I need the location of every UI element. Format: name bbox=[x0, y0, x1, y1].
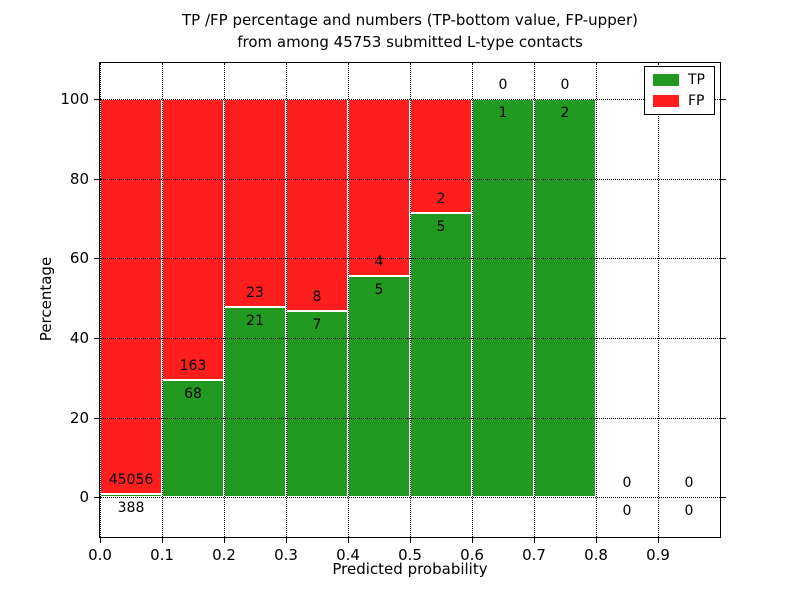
x-tick bbox=[224, 537, 225, 543]
bar-count-label-fp: 0 bbox=[498, 76, 508, 93]
legend-label: FP bbox=[688, 93, 705, 109]
y-tick-label: 100 bbox=[60, 89, 89, 108]
bar-count-label-fp: 0 bbox=[560, 76, 570, 93]
bar-count-label-tp: 5 bbox=[374, 281, 384, 298]
gridline-v bbox=[348, 63, 349, 537]
y-tick-left bbox=[94, 337, 100, 339]
bar-count-label-tp: 5 bbox=[436, 218, 446, 235]
chart-title: TP /FP percentage and numbers (TP-bottom… bbox=[20, 9, 800, 53]
bar-segment-tp bbox=[286, 311, 348, 498]
bar-count-label-tp: 388 bbox=[117, 499, 145, 516]
gridline-v bbox=[534, 63, 535, 537]
bar-count-label-tp: 2 bbox=[560, 104, 570, 121]
y-tick-label: 60 bbox=[69, 249, 89, 268]
x-axis-label: Predicted probability bbox=[332, 560, 488, 578]
bar-count-label-fp: 8 bbox=[312, 289, 322, 306]
bar-count-label-fp: 4 bbox=[374, 253, 384, 270]
x-tick bbox=[286, 537, 287, 543]
x-tick bbox=[658, 537, 659, 543]
x-tick-label: 0.9 bbox=[646, 546, 670, 564]
legend-swatch-tp bbox=[653, 74, 679, 86]
gridline-v bbox=[286, 63, 287, 537]
y-tick-left bbox=[94, 98, 100, 100]
gridline-v bbox=[162, 63, 163, 537]
y-tick-right bbox=[720, 178, 726, 180]
bar-segment-tp bbox=[348, 275, 410, 498]
gridline-v bbox=[472, 63, 473, 537]
bar-segment-fp bbox=[286, 98, 348, 312]
bar-segment-fp bbox=[224, 98, 286, 308]
y-axis-label: Percentage bbox=[37, 256, 55, 342]
bar-count-label-fp: 0 bbox=[622, 475, 632, 492]
y-tick-right bbox=[720, 98, 726, 100]
y-tick-right bbox=[720, 417, 726, 419]
legend-label: TP bbox=[688, 72, 705, 88]
gridline-v bbox=[658, 63, 659, 537]
bar-segment-tp bbox=[472, 98, 534, 498]
gridline-v bbox=[410, 63, 411, 537]
y-tick-left bbox=[94, 417, 100, 419]
gridline-v bbox=[100, 63, 101, 537]
plot-area: TP FP 45056 388 163 68 23 21 8 7 4 5 2 5 0 1 0 2 0 0 0 0 0.0 0… bbox=[60, 62, 726, 564]
bar-count-label-fp: 163 bbox=[179, 357, 207, 374]
x-tick-label: 0.5 bbox=[398, 546, 422, 564]
bar-count-label-tp: 0 bbox=[622, 503, 632, 520]
legend: TP FP bbox=[644, 66, 715, 115]
bar-count-label-tp: 7 bbox=[312, 317, 322, 334]
y-tick-right bbox=[720, 337, 726, 339]
legend-item-tp: TP bbox=[653, 73, 705, 87]
legend-item-fp: FP bbox=[653, 94, 705, 108]
bar-segment-fp bbox=[100, 98, 162, 494]
x-tick-label: 0.6 bbox=[460, 546, 484, 564]
x-tick-label: 0.7 bbox=[522, 546, 546, 564]
bar-count-label-fp: 23 bbox=[246, 285, 264, 302]
x-tick-label: 0.4 bbox=[336, 546, 360, 564]
bar-segment-tp bbox=[534, 98, 596, 498]
bar-count-label-tp: 21 bbox=[246, 313, 264, 330]
y-tick-left bbox=[94, 497, 100, 499]
y-tick-left bbox=[94, 258, 100, 260]
bar-count-label-fp: 45056 bbox=[108, 471, 154, 488]
x-tick-label: 0.3 bbox=[274, 546, 298, 564]
gridline-v bbox=[224, 63, 225, 537]
x-tick bbox=[410, 537, 411, 543]
x-tick bbox=[534, 537, 535, 543]
bar-count-label-fp: 0 bbox=[684, 475, 694, 492]
y-tick-right bbox=[720, 258, 726, 260]
x-tick bbox=[348, 537, 349, 543]
x-tick bbox=[100, 537, 101, 543]
bar-count-label-tp: 68 bbox=[184, 385, 202, 402]
y-tick-label: 80 bbox=[69, 169, 89, 188]
x-tick-label: 0.1 bbox=[150, 546, 174, 564]
y-tick-right bbox=[720, 497, 726, 499]
x-tick-label: 0.8 bbox=[584, 546, 608, 564]
x-tick bbox=[162, 537, 163, 543]
bar-segment-fp bbox=[348, 98, 410, 276]
y-tick-left bbox=[94, 178, 100, 180]
gridline-v bbox=[596, 63, 597, 537]
bar-count-label-tp: 0 bbox=[684, 503, 694, 520]
bar-segment-tp bbox=[224, 307, 286, 498]
y-tick-label: 40 bbox=[69, 328, 89, 347]
bar-count-label-fp: 2 bbox=[436, 190, 446, 207]
x-tick bbox=[596, 537, 597, 543]
x-tick bbox=[472, 537, 473, 543]
bar-count-label-tp: 1 bbox=[498, 104, 508, 121]
legend-swatch-fp bbox=[653, 95, 679, 107]
chart-title-line1: TP /FP percentage and numbers (TP-bottom… bbox=[182, 11, 638, 29]
y-tick-label: 20 bbox=[69, 408, 89, 427]
x-tick-label: 0.0 bbox=[88, 546, 112, 564]
bar-segment-tp bbox=[410, 212, 472, 498]
y-tick-label: 0 bbox=[79, 488, 89, 507]
chart-title-line2: from among 45753 submitted L-type contac… bbox=[237, 33, 583, 51]
x-tick-label: 0.2 bbox=[212, 546, 236, 564]
bar-segment-tp bbox=[162, 379, 224, 498]
